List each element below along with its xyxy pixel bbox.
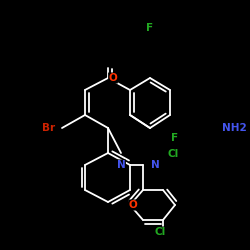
Text: O: O <box>128 200 138 210</box>
Text: F: F <box>146 23 154 33</box>
Text: N: N <box>150 160 160 170</box>
Text: Cl: Cl <box>154 227 166 237</box>
Text: N: N <box>116 160 126 170</box>
Text: NH2: NH2 <box>222 123 247 133</box>
Text: Cl: Cl <box>168 149 178 159</box>
Text: F: F <box>172 133 178 143</box>
Text: Br: Br <box>42 123 55 133</box>
Text: O: O <box>108 73 118 83</box>
